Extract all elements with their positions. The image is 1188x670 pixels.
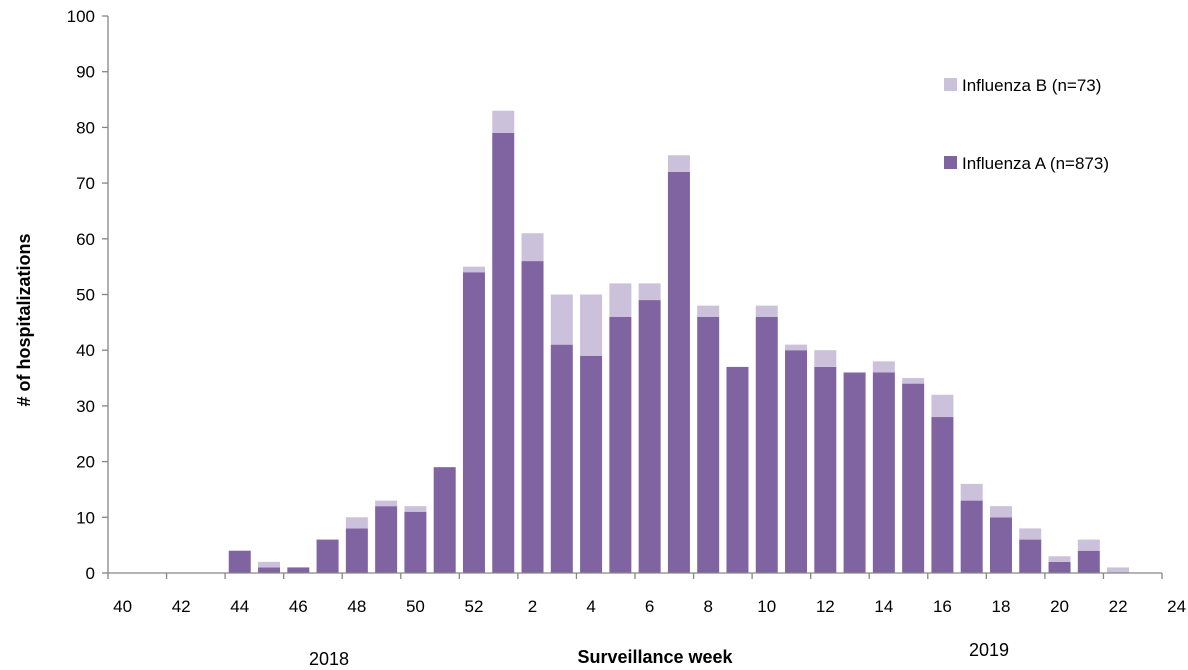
y-tick-label: 90 bbox=[76, 63, 95, 82]
bar-influenza-a-week-2 bbox=[521, 261, 544, 573]
x-tick-label: 8 bbox=[703, 597, 712, 616]
bar-influenza-a-week-48 bbox=[345, 528, 368, 573]
bar-influenza-b-week-4 bbox=[580, 294, 603, 356]
bar-influenza-b-week-22 bbox=[1107, 567, 1130, 573]
bar-influenza-a-week-7 bbox=[667, 171, 690, 573]
bar-influenza-a-week-16 bbox=[931, 417, 954, 573]
x-tick-label: 4 bbox=[586, 597, 595, 616]
bar-influenza-a-week-13 bbox=[843, 372, 866, 573]
bar-influenza-a-week-47 bbox=[316, 539, 339, 573]
bar-influenza-b-week-52 bbox=[462, 266, 485, 273]
bar-influenza-a-week-20 bbox=[1048, 561, 1071, 573]
y-tick-label: 10 bbox=[76, 508, 95, 527]
y-tick-label: 100 bbox=[67, 7, 95, 26]
y-tick-label: 20 bbox=[76, 453, 95, 472]
bars-group bbox=[228, 110, 1130, 573]
bar-influenza-b-week-18 bbox=[989, 506, 1012, 518]
legend-label-influenza-a: Influenza A (n=873) bbox=[962, 154, 1109, 173]
bar-influenza-a-week-14 bbox=[872, 372, 895, 573]
legend-label-influenza-b: Influenza B (n=73) bbox=[962, 76, 1101, 95]
legend-swatch-influenza-b bbox=[944, 78, 957, 91]
bar-influenza-a-week-18 bbox=[989, 517, 1012, 573]
bar-influenza-b-week-5 bbox=[609, 283, 632, 317]
x-tick-label: 50 bbox=[406, 597, 425, 616]
x-tick-label: 40 bbox=[113, 597, 132, 616]
x-tick-label: 14 bbox=[874, 597, 893, 616]
bar-influenza-b-week-17 bbox=[960, 483, 983, 501]
bar-influenza-b-week-3 bbox=[550, 294, 573, 345]
bar-influenza-a-week-45 bbox=[258, 567, 281, 573]
y-tick-label: 80 bbox=[76, 118, 95, 137]
bar-influenza-a-week-10 bbox=[755, 316, 778, 573]
x-tick-label: 48 bbox=[347, 597, 366, 616]
bar-influenza-b-week-14 bbox=[872, 361, 895, 373]
year-label-2018: 2018 bbox=[309, 649, 349, 669]
bar-influenza-a-week-49 bbox=[375, 506, 398, 573]
bar-influenza-b-week-12 bbox=[814, 350, 837, 367]
y-tick-label: 50 bbox=[76, 286, 95, 305]
bar-influenza-b-week-1 bbox=[492, 110, 515, 133]
y-tick-label: 40 bbox=[76, 341, 95, 360]
x-tick-label: 52 bbox=[465, 597, 484, 616]
bar-influenza-b-week-16 bbox=[931, 394, 954, 418]
x-tick-label: 22 bbox=[1109, 597, 1128, 616]
x-tick-label: 24 bbox=[1167, 597, 1186, 616]
bar-influenza-b-week-19 bbox=[1019, 528, 1042, 540]
bar-influenza-b-week-7 bbox=[667, 155, 690, 172]
x-tick-label: 2 bbox=[528, 597, 537, 616]
bar-influenza-a-week-52 bbox=[462, 272, 485, 573]
bar-influenza-b-week-15 bbox=[902, 378, 925, 384]
bar-influenza-a-week-8 bbox=[697, 316, 720, 573]
x-tick-label: 16 bbox=[933, 597, 952, 616]
bar-influenza-a-week-51 bbox=[433, 467, 456, 573]
bar-influenza-b-week-2 bbox=[521, 233, 544, 262]
bar-influenza-b-week-45 bbox=[258, 561, 281, 568]
x-tick-label: 42 bbox=[172, 597, 191, 616]
bar-influenza-b-week-10 bbox=[755, 305, 778, 317]
y-tick-label: 70 bbox=[76, 174, 95, 193]
x-tick-label: 20 bbox=[1050, 597, 1069, 616]
bar-influenza-a-week-4 bbox=[580, 355, 603, 573]
bar-influenza-a-week-21 bbox=[1077, 550, 1100, 573]
x-tick-label: 10 bbox=[757, 597, 776, 616]
y-tick-label: 30 bbox=[76, 397, 95, 416]
bar-influenza-a-week-15 bbox=[902, 383, 925, 573]
bar-influenza-a-week-11 bbox=[785, 350, 808, 573]
axes-group bbox=[107, 16, 1162, 574]
bar-influenza-a-week-19 bbox=[1019, 539, 1042, 573]
bar-influenza-b-week-20 bbox=[1048, 556, 1071, 562]
bar-influenza-a-week-17 bbox=[960, 500, 983, 573]
year-label-2019: 2019 bbox=[969, 640, 1009, 660]
bar-influenza-a-week-12 bbox=[814, 366, 837, 573]
bar-influenza-b-week-8 bbox=[697, 305, 720, 317]
bar-influenza-a-week-1 bbox=[492, 132, 515, 573]
legend: Influenza B (n=73) Influenza A (n=873) bbox=[944, 76, 1109, 173]
x-tick-label: 12 bbox=[816, 597, 835, 616]
bar-influenza-a-week-50 bbox=[404, 511, 427, 573]
y-tick-label: 60 bbox=[76, 230, 95, 249]
x-tick-label: 46 bbox=[289, 597, 308, 616]
bar-influenza-b-week-49 bbox=[375, 500, 398, 507]
bar-influenza-a-week-46 bbox=[287, 567, 310, 573]
x-axis-title: Surveillance week bbox=[577, 647, 733, 667]
bar-influenza-b-week-11 bbox=[785, 344, 808, 351]
x-tick-label: 18 bbox=[992, 597, 1011, 616]
bar-influenza-b-week-21 bbox=[1077, 539, 1100, 551]
bar-influenza-b-week-6 bbox=[638, 283, 661, 301]
bar-influenza-b-week-48 bbox=[345, 517, 368, 529]
bar-influenza-a-week-5 bbox=[609, 316, 632, 573]
legend-swatch-influenza-a bbox=[944, 156, 957, 169]
bar-influenza-a-week-3 bbox=[550, 344, 573, 573]
bar-influenza-b-week-50 bbox=[404, 506, 427, 512]
bar-influenza-a-week-44 bbox=[228, 550, 251, 573]
bar-influenza-a-week-9 bbox=[726, 366, 749, 573]
x-tick-label: 44 bbox=[230, 597, 249, 616]
bar-influenza-a-week-6 bbox=[638, 300, 661, 573]
y-axis-title: # of hospitalizations bbox=[14, 233, 34, 406]
y-tick-label: 0 bbox=[86, 564, 95, 583]
x-tick-label: 6 bbox=[645, 597, 654, 616]
